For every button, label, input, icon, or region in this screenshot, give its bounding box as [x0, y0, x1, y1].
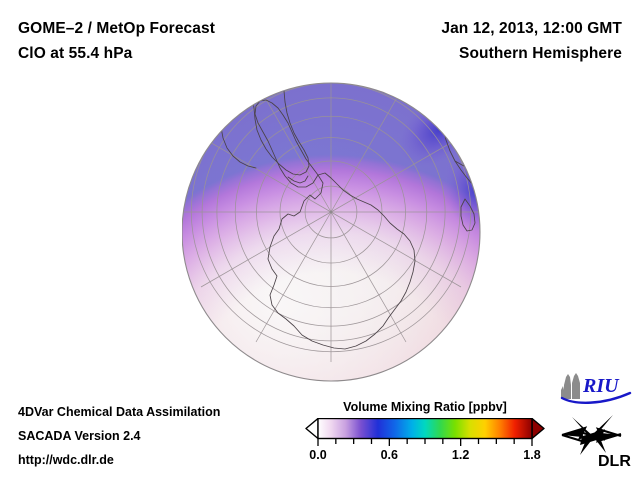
footer-credits: 4DVar Chemical Data Assimilation SACADA …	[18, 400, 220, 472]
colorbar: Volume Mixing Ratio [ppbv] 0.0 0.6 1.2 1…	[305, 400, 545, 472]
colorbar-extend-min-arrow	[305, 418, 319, 440]
globe-outline	[182, 82, 481, 382]
riu-logo: RIU	[560, 373, 632, 404]
hemisphere-label: Southern Hemisphere	[459, 45, 622, 62]
dlr-bird-icon	[561, 415, 622, 455]
coastline-tasmania	[413, 373, 427, 377]
version-label: SACADA Version 2.4	[18, 429, 141, 443]
species-level-title: ClO at 55.4 hPa	[18, 45, 133, 62]
colorbar-ramp	[317, 418, 533, 440]
dlr-wordmark: DLR	[598, 453, 631, 469]
coastline-madagascar	[460, 198, 476, 232]
header-left: GOME–2 / MetOp Forecast ClO at 55.4 hPa	[18, 16, 215, 66]
colorbar-svg	[305, 418, 545, 446]
website-url[interactable]: http://wdc.dlr.de	[18, 453, 114, 467]
header-right: Jan 12, 2013, 12:00 GMT Southern Hemisph…	[441, 16, 622, 66]
colorbar-ticks	[317, 439, 533, 446]
colorbar-tick-label-0: 0.0	[309, 448, 327, 462]
coastline-south-america	[242, 83, 310, 176]
colorbar-extend-max-arrow	[531, 418, 545, 440]
assimilation-label: 4DVar Chemical Data Assimilation	[18, 405, 221, 419]
colorbar-title: Volume Mixing Ratio [ppbv]	[343, 400, 507, 414]
riu-wordmark: RIU	[582, 375, 620, 397]
coastline-antarctica	[267, 172, 416, 350]
graticule-meridians	[182, 83, 480, 362]
colorbar-tick-label-1: 0.6	[380, 448, 398, 462]
riu-towers-icon	[561, 373, 580, 399]
colorbar-tick-label-2: 1.2	[451, 448, 470, 462]
south-pole-marker	[329, 210, 333, 214]
timestamp-label: Jan 12, 2013, 12:00 GMT	[441, 20, 622, 37]
globe-map	[182, 73, 482, 393]
instrument-title: GOME–2 / MetOp Forecast	[18, 20, 215, 37]
coastline-tierra-del-fuego	[287, 175, 309, 184]
coastline-antarctic-peninsula	[254, 99, 319, 188]
coastline-new-zealand	[239, 369, 261, 376]
riu-wave-icon	[560, 391, 632, 404]
colorbar-tick-label-3: 1.8	[523, 448, 541, 462]
dlr-logo: DLR	[561, 415, 631, 469]
orthographic-projection-svg	[182, 82, 481, 382]
